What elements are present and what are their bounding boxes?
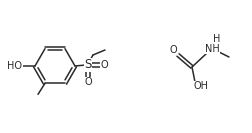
Text: O: O (100, 60, 107, 70)
Text: S: S (84, 59, 91, 72)
Text: H: H (212, 34, 220, 44)
Text: O: O (84, 77, 91, 87)
Text: OH: OH (193, 81, 208, 91)
Text: O: O (169, 45, 176, 55)
Text: NH: NH (204, 44, 218, 54)
Text: HO: HO (8, 61, 22, 71)
